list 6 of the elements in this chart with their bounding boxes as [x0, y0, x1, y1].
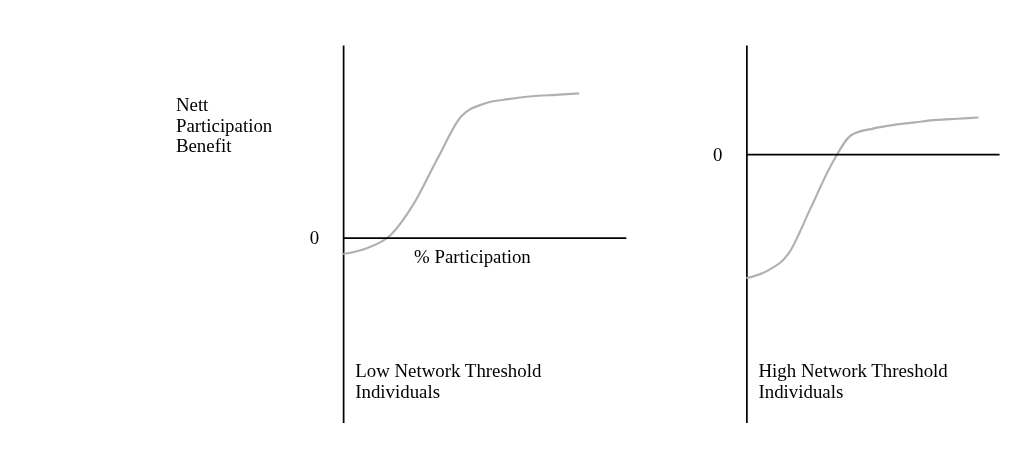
y-axis-title: Nett Participation Benefit [175, 94, 273, 157]
text: High Network Threshold Individuals [758, 360, 949, 402]
text: Low Network Threshold Individuals [355, 360, 542, 402]
x-axis-title: % Participation [413, 245, 532, 267]
ref-line-label: 0 [309, 227, 320, 249]
ref-line-label: 0 [712, 143, 723, 165]
